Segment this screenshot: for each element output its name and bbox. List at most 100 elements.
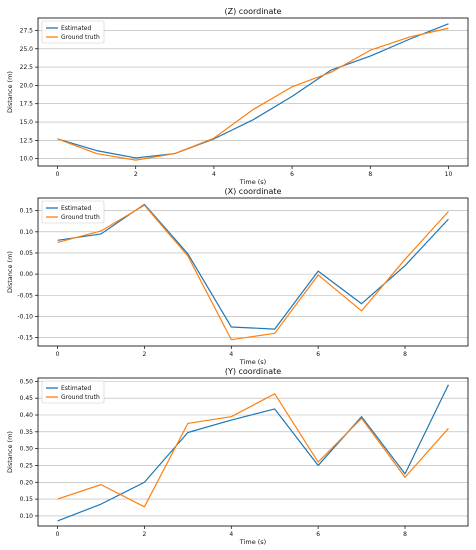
x-tick-label: 4 — [229, 351, 233, 358]
data-point-estimated — [230, 419, 232, 421]
data-point-estimated — [447, 384, 449, 386]
x-tick-label: 4 — [229, 531, 233, 538]
data-point-ground-truth — [360, 417, 362, 419]
chart-title: (Y) coordinate — [225, 367, 281, 376]
data-point-estimated — [56, 520, 58, 522]
data-point-ground-truth — [447, 27, 449, 29]
chart-title: (X) coordinate — [225, 187, 282, 196]
y-tick-label: 17.5 — [20, 101, 34, 108]
x-tick-label: 2 — [134, 171, 138, 178]
y-tick-label: -0.15 — [17, 335, 33, 342]
data-point-ground-truth — [143, 506, 145, 508]
y-tick-label: 0.20 — [20, 479, 34, 486]
data-point-ground-truth — [317, 461, 319, 463]
data-point-ground-truth — [213, 137, 215, 139]
x-axis-label: Time (s) — [239, 178, 266, 186]
chart-panel-1: 0 2 4 6 8 10 10.0 12.5 15.0 17.5 20.0 22.5 25.0 27.5 (… — [6, 7, 469, 186]
y-tick-label: 15.0 — [20, 119, 34, 126]
x-tick-label: 0 — [56, 531, 60, 538]
x-tick-label: 6 — [316, 531, 320, 538]
data-point-ground-truth — [56, 241, 58, 243]
data-point-ground-truth — [447, 210, 449, 212]
y-tick-label: 0.15 — [20, 496, 34, 503]
data-point-estimated — [274, 328, 276, 330]
data-point-estimated — [56, 239, 58, 241]
data-point-ground-truth — [187, 255, 189, 257]
data-point-estimated — [230, 326, 232, 328]
legend: Estimated Ground truth — [41, 200, 105, 224]
data-point-ground-truth — [404, 476, 406, 478]
legend-entry: Estimated — [61, 385, 92, 392]
data-point-estimated — [317, 270, 319, 272]
data-point-ground-truth — [230, 338, 232, 340]
y-tick-label: 0.15 — [20, 208, 34, 215]
data-point-ground-truth — [230, 415, 232, 417]
x-tick-label: 8 — [368, 171, 372, 178]
data-point-ground-truth — [274, 332, 276, 334]
legend-entry: Estimated — [61, 25, 92, 32]
chart-title: (Z) coordinate — [225, 7, 282, 16]
y-tick-label: 10.0 — [20, 156, 34, 163]
data-point-ground-truth — [100, 230, 102, 232]
x-tick-label: 2 — [143, 351, 147, 358]
legend: Estimated Ground truth — [41, 20, 105, 44]
y-tick-label: 0.00 — [20, 271, 34, 278]
data-point-estimated — [369, 55, 371, 57]
y-tick-label: -0.05 — [17, 292, 33, 299]
data-point-estimated — [143, 481, 145, 483]
x-tick-label: 6 — [316, 351, 320, 358]
data-point-ground-truth — [317, 274, 319, 276]
y-axis-label: Distance (m) — [6, 71, 14, 113]
x-axis-label: Time (s) — [239, 538, 266, 546]
axes-frame — [37, 197, 469, 347]
data-point-ground-truth — [100, 483, 102, 485]
axes-frame — [37, 377, 469, 527]
legend: Estimated Ground truth — [41, 380, 105, 404]
series-line-ground-truth — [57, 393, 449, 508]
series-line-ground-truth — [57, 27, 449, 161]
x-tick-label: 0 — [56, 351, 60, 358]
legend-entry: Ground truth — [61, 214, 100, 221]
y-tick-label: 0.25 — [20, 462, 34, 469]
data-point-ground-truth — [143, 204, 145, 206]
y-tick-label: 0.30 — [20, 446, 34, 453]
data-point-estimated — [360, 303, 362, 305]
x-axis-label: Time (s) — [239, 358, 266, 366]
legend-entry: Ground truth — [61, 394, 100, 401]
data-point-ground-truth — [330, 71, 332, 73]
data-point-estimated — [135, 157, 137, 159]
y-axis-label: Distance (m) — [6, 431, 14, 473]
data-point-ground-truth — [187, 422, 189, 424]
x-tick-label: 8 — [403, 351, 407, 358]
data-point-estimated — [252, 119, 254, 121]
data-point-ground-truth — [360, 310, 362, 312]
data-point-estimated — [274, 408, 276, 410]
y-tick-label: 0.50 — [20, 378, 34, 385]
data-point-ground-truth — [56, 498, 58, 500]
y-tick-label: -0.10 — [17, 313, 33, 320]
data-point-ground-truth — [291, 86, 293, 88]
x-tick-label: 8 — [403, 531, 407, 538]
legend-entry: Ground truth — [61, 34, 100, 41]
data-point-estimated — [187, 431, 189, 433]
y-tick-label: 25.0 — [20, 46, 34, 53]
data-point-ground-truth — [95, 152, 97, 154]
series-line-ground-truth — [57, 204, 449, 341]
y-tick-label: 12.5 — [20, 137, 34, 144]
data-point-ground-truth — [56, 138, 58, 140]
series-line-estimated — [57, 23, 449, 159]
data-point-estimated — [447, 218, 449, 220]
axes-frame — [37, 17, 469, 167]
data-point-estimated — [100, 233, 102, 235]
data-point-ground-truth — [252, 108, 254, 110]
data-point-estimated — [317, 464, 319, 466]
x-tick-label: 10 — [445, 171, 453, 178]
data-point-ground-truth — [404, 258, 406, 260]
x-tick-label: 0 — [56, 171, 60, 178]
y-tick-label: 0.35 — [20, 429, 34, 436]
data-point-estimated — [408, 38, 410, 40]
data-point-estimated — [447, 23, 449, 25]
chart-panel-3: 0 2 4 6 8 0.10 0.15 0.20 0.25 0.30 0.35 0.40 0.45 0.5… — [6, 367, 469, 546]
y-tick-label: 22.5 — [20, 64, 34, 71]
data-point-ground-truth — [447, 427, 449, 429]
